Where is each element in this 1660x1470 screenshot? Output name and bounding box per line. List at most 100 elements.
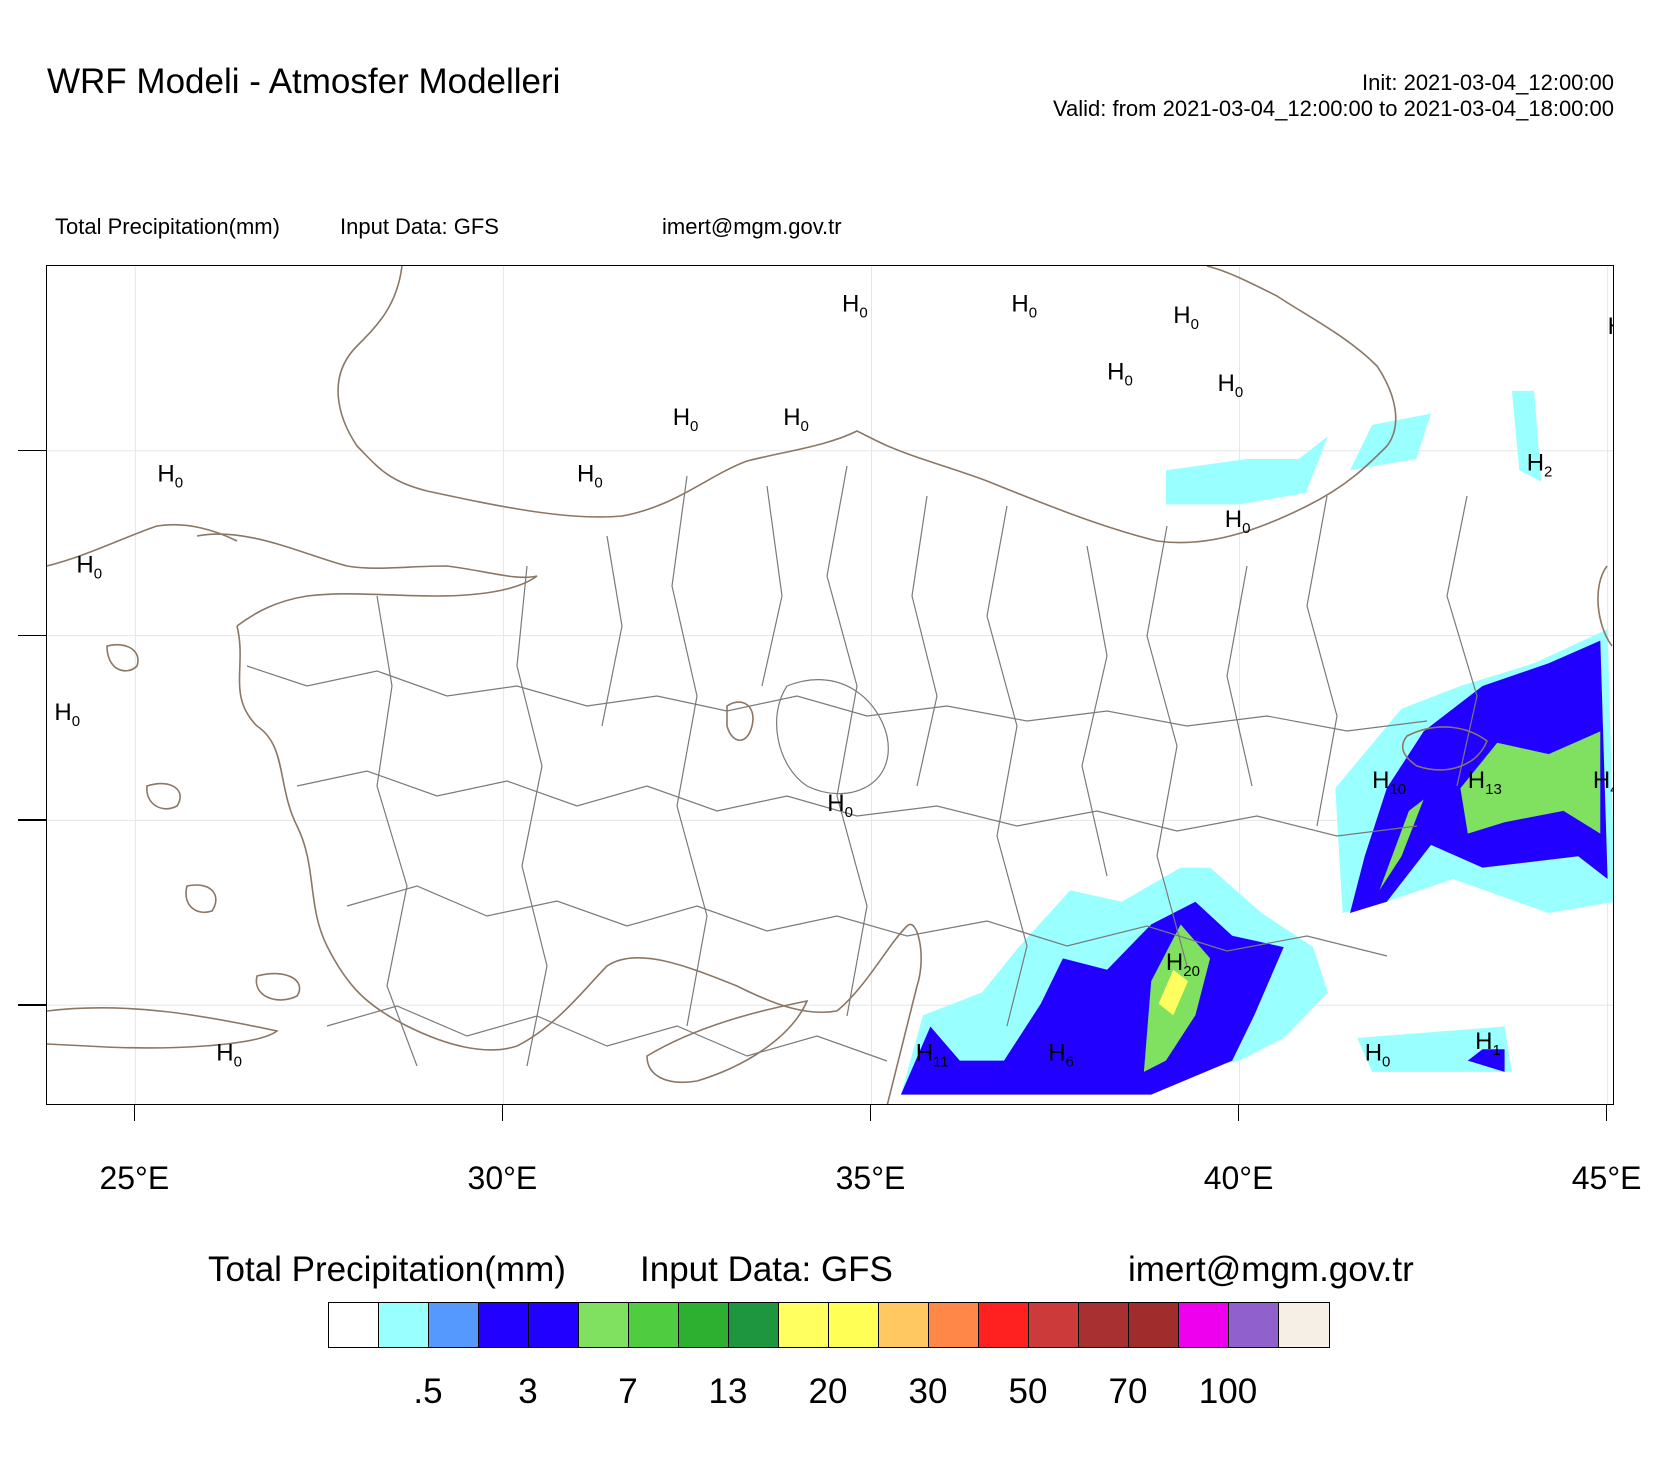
precip-area	[1379, 799, 1424, 891]
h-value: 0	[1382, 1054, 1390, 1071]
tick-mark	[18, 1004, 46, 1006]
h-value: 0	[845, 804, 853, 821]
h-value: 0	[690, 418, 698, 435]
tick-mark	[1605, 1105, 1608, 1121]
province-line	[776, 679, 889, 795]
caspian-edge	[1597, 565, 1613, 647]
precip-area	[1158, 969, 1188, 1016]
colorbar-swatch	[379, 1303, 429, 1347]
tick-mark	[18, 634, 46, 637]
map-canvas: H0H0H0H0H0H0H0H0H0H0H0H2H0H0H10H13H4H20H…	[47, 266, 1614, 1104]
colorbar-swatch	[629, 1303, 679, 1347]
tick-mark	[18, 819, 46, 821]
lake-tuz-shore	[726, 701, 754, 742]
precipitation-fields	[900, 390, 1613, 1095]
h-label: H0	[76, 552, 102, 583]
h-value: 0	[801, 418, 809, 435]
h-value: 4	[1610, 781, 1614, 798]
h-value: 20	[1183, 963, 1200, 980]
colorbar-swatch	[1079, 1303, 1129, 1347]
h-value: 0	[72, 713, 80, 730]
colorbar-swatch	[929, 1303, 979, 1347]
tick-mark	[501, 1105, 504, 1121]
colorbar-swatch	[729, 1303, 779, 1347]
thrace-coast	[47, 523, 238, 567]
h-label: H0	[157, 461, 183, 492]
h-label: H0	[577, 461, 603, 492]
colorbar-swatch	[479, 1303, 529, 1347]
lake-van-shore	[1401, 726, 1488, 771]
tick-label: 40°E	[1203, 1160, 1274, 1196]
h-label: H0	[216, 1040, 242, 1071]
h-value: 13	[1485, 781, 1502, 798]
colorbar-swatch	[779, 1303, 829, 1347]
h-value: 0	[859, 304, 867, 321]
colorbar-label: 100	[1198, 1372, 1258, 1411]
marmara-coast	[196, 533, 538, 627]
aegean-coast	[236, 625, 838, 1051]
graticule	[47, 266, 1613, 1104]
tick-mark	[1237, 1105, 1240, 1121]
h-value: 0	[1242, 520, 1250, 537]
tick-label: 45°E	[1571, 1160, 1642, 1196]
tick-mark	[18, 449, 46, 452]
h-value: 0	[94, 566, 102, 583]
h-value: 0	[1029, 304, 1037, 321]
h-label: H0	[1107, 359, 1133, 390]
field-label: Total Precipitation(mm)	[55, 214, 280, 239]
h-value: 0	[234, 1054, 242, 1071]
h-label: H0	[827, 790, 853, 821]
contact-email: imert@mgm.gov.tr	[662, 214, 842, 239]
province-line	[516, 565, 548, 1067]
tick-label: 35°E	[835, 1160, 906, 1196]
province-line	[1306, 495, 1338, 827]
h-value: 11	[933, 1054, 949, 1071]
tick-label: 30°E	[467, 1160, 538, 1196]
aegean-island	[255, 972, 301, 1001]
colorbar-swatch	[679, 1303, 729, 1347]
h-label: H2	[1527, 449, 1553, 480]
aegean-island	[146, 782, 181, 810]
province-boundaries	[246, 465, 1478, 1067]
province-line	[671, 475, 708, 1027]
init-time: Init: 2021-03-04_12:00:00	[1362, 70, 1614, 95]
colorbar-swatch	[1229, 1303, 1279, 1347]
colorbar-swatch	[579, 1303, 629, 1347]
colorbar-label: 3	[518, 1372, 538, 1411]
province-line	[761, 485, 783, 687]
h-value: 0	[594, 475, 602, 492]
colorbar-label: 50	[1008, 1372, 1048, 1411]
province-line	[986, 505, 1028, 1027]
colorbar-email: imert@mgm.gov.tr	[1128, 1250, 1414, 1289]
colorbar-swatch	[529, 1303, 579, 1347]
cyprus-shore	[646, 999, 809, 1083]
valid-time: Valid: from 2021-03-04_12:00:00 to 2021-…	[1052, 96, 1614, 121]
province-line	[326, 1005, 888, 1062]
colorbar-swatch	[1279, 1303, 1329, 1347]
tick-mark	[133, 1105, 136, 1121]
h-value: 0	[1235, 384, 1243, 401]
province-line	[911, 495, 938, 787]
aegean-island	[106, 644, 139, 672]
coastlines	[47, 266, 1613, 1104]
h-label: H0	[783, 404, 809, 435]
colorbar-swatch	[829, 1303, 879, 1347]
crete-shore	[47, 1006, 279, 1049]
colorbar	[328, 1302, 1330, 1348]
colorbar-label: 13	[708, 1372, 748, 1411]
province-line	[296, 770, 1418, 837]
colorbar-label: 20	[808, 1372, 848, 1411]
h-label: H	[1608, 313, 1614, 340]
map-title: WRF Modeli - Atmosfer Modelleri	[47, 62, 561, 101]
tick-label: 25°E	[99, 1160, 170, 1196]
h-label: H0	[673, 404, 699, 435]
h-value: 0	[1191, 316, 1199, 333]
colorbar-label: 7	[618, 1372, 638, 1411]
colorbar-swatch	[1179, 1303, 1229, 1347]
h-value: 10	[1389, 781, 1406, 798]
colorbar-swatch	[1029, 1303, 1079, 1347]
h-label: H0	[1225, 506, 1251, 537]
province-line	[1146, 525, 1188, 967]
precip-area	[1467, 1049, 1505, 1072]
h-label: H4	[1593, 767, 1614, 798]
